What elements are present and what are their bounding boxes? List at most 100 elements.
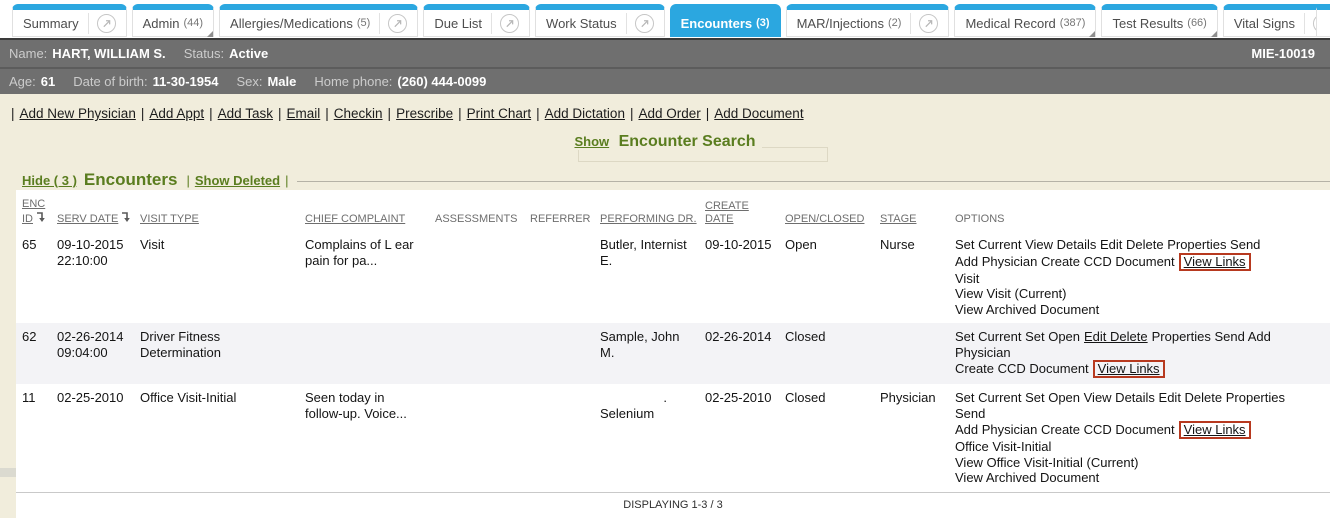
tab-vital-signs[interactable]: Vital Signs (1222, 4, 1330, 37)
tab-work-status[interactable]: Work Status (535, 4, 665, 37)
sex-label: Sex: (236, 74, 263, 89)
option-links[interactable]: Add Physician Create CCD Document (955, 422, 1175, 437)
phone-label: Home phone: (314, 74, 393, 89)
col-header-serv-date[interactable]: SERV DATE (57, 190, 140, 231)
col-header-enc-id[interactable]: ENC ID (22, 198, 46, 225)
encounters-section-header: Hide ( 3 ) Encounters | Show Deleted | (22, 170, 1330, 190)
dropdown-corner-icon (1089, 31, 1096, 37)
tab-test-results[interactable]: Test Results (66) (1101, 4, 1218, 37)
view-links-link[interactable]: View Links (1178, 421, 1251, 439)
tab-admin[interactable]: Admin (44) (131, 4, 215, 37)
encounter-search-fieldset: Show Encounter Search (0, 130, 1330, 164)
action-print-chart[interactable]: Print Chart (466, 106, 532, 121)
action-checkin[interactable]: Checkin (333, 106, 383, 121)
chief-complaint-cell: Seen today in follow-up. Voice... (305, 390, 407, 421)
encounter-row: 65 09-10-2015 22:10:00 Visit Complains o… (16, 231, 1330, 323)
tab-label: Allergies/Medications (230, 15, 353, 31)
action-email[interactable]: Email (286, 106, 321, 121)
encounter-row: 62 02-26-2014 09:04:00 Driver Fitness De… (16, 323, 1330, 384)
stage-cell: Physician (880, 390, 936, 405)
action-prescribe[interactable]: Prescribe (396, 106, 454, 121)
tab-label: Work Status (546, 15, 617, 31)
tab-encounters[interactable]: Encounters (3) (669, 4, 781, 37)
popout-icon[interactable] (388, 13, 408, 33)
open-closed-cell: Closed (785, 390, 826, 405)
action-add-dictation[interactable]: Add Dictation (544, 106, 625, 121)
referrer-cell (530, 384, 600, 492)
referrer-cell (530, 323, 600, 384)
sort-icon[interactable] (121, 211, 131, 223)
encounter-search-title: Encounter Search (618, 133, 756, 150)
col-header-chief-complaint[interactable]: CHIEF COMPLAINT (305, 213, 406, 225)
referrer-cell (530, 231, 600, 323)
visit-type-cell: Office Visit-Initial (140, 390, 237, 405)
name-label: Name: (9, 46, 48, 61)
visit-type-cell: Visit (140, 237, 165, 252)
sort-icon[interactable] (36, 211, 46, 223)
show-deleted-link[interactable]: Show Deleted (194, 172, 281, 188)
view-links-link[interactable]: View Links (1092, 360, 1165, 378)
patient-status: Active (229, 46, 269, 61)
patient-phone: (260) 444-0099 (397, 74, 487, 89)
option-links-underlined[interactable]: Edit Delete (1084, 329, 1148, 344)
popout-icon[interactable] (919, 13, 939, 33)
tab-partial[interactable] (1316, 4, 1330, 37)
encounters-table-container: ENC ID SERV DATE VISIT TYPE CHIEF COMPLA… (16, 190, 1330, 518)
option-link[interactable]: Visit (955, 270, 980, 286)
action-add-new-physician[interactable]: Add New Physician (19, 106, 136, 121)
tab-allergies-medications[interactable]: Allergies/Medications (5) (219, 4, 419, 37)
encounter-row: 11 02-25-2010 Office Visit-Initial Seen … (16, 384, 1330, 492)
serv-date-cell: 02-26-2014 09:04:00 (57, 329, 124, 360)
stage-cell (880, 323, 955, 384)
action-add-appt[interactable]: Add Appt (149, 106, 205, 121)
hide-encounters-link[interactable]: Hide ( 3 ) (22, 172, 77, 188)
serv-date-cell: 02-25-2010 (57, 390, 124, 405)
options-cell: Set Current View Details Edit Delete Pro… (955, 231, 1330, 323)
col-header-visit-type[interactable]: VISIT TYPE (140, 213, 199, 225)
tab-label: Due List (434, 15, 483, 31)
enc-id-cell: 11 (22, 390, 36, 405)
view-links-link[interactable]: View Links (1178, 252, 1251, 271)
tab-divider (1304, 12, 1306, 34)
show-search-link[interactable]: Show (574, 134, 610, 149)
chart-id: MIE-10019 (1251, 46, 1315, 61)
popout-icon[interactable] (634, 13, 654, 33)
patient-dob: 11-30-1954 (152, 74, 219, 89)
patient-demographics-bar: Age: 61 Date of birth: 11-30-1954 Sex: M… (0, 67, 1330, 94)
tab-medical-record[interactable]: Medical Record (387) (954, 4, 1097, 37)
col-header-referrer: REFERRER (530, 213, 591, 225)
option-links[interactable]: Create CCD Document (955, 361, 1089, 376)
option-links[interactable]: Set Current View Details Edit Delete Pro… (955, 237, 1261, 252)
option-link[interactable]: View Office Visit-Initial (Current) (955, 454, 1139, 470)
option-link[interactable]: View Archived Document (955, 470, 1100, 485)
col-header-assessments: ASSESSMENTS (435, 213, 518, 225)
popout-icon[interactable] (500, 13, 520, 33)
patient-age: 61 (40, 74, 56, 89)
col-header-stage[interactable]: STAGE (880, 213, 917, 225)
action-add-task[interactable]: Add Task (217, 106, 273, 121)
option-links[interactable]: Set Current Set Open (955, 329, 1081, 344)
col-header-open-closed[interactable]: OPEN/CLOSED (785, 213, 865, 225)
action-add-order[interactable]: Add Order (638, 106, 701, 121)
popout-icon[interactable] (96, 13, 116, 33)
performing-dr-cell: Butler, Internist E. (600, 237, 687, 268)
main-content: | Add New Physician | Add Appt | Add Tas… (0, 94, 1330, 518)
option-link[interactable]: View Archived Document (955, 301, 1100, 317)
col-header-create-date[interactable]: CREATE DATE (705, 200, 749, 225)
serv-date-cell: 09-10-2015 22:10:00 (57, 237, 124, 268)
tab-divider (379, 12, 381, 34)
tab-mar-injections[interactable]: MAR/Injections (2) (785, 4, 950, 37)
patient-sex: Male (267, 74, 297, 89)
status-label: Status: (183, 46, 225, 61)
stage-cell: Nurse (880, 237, 915, 252)
col-header-performing-dr[interactable]: PERFORMING DR. (600, 213, 697, 225)
option-links[interactable]: Set Current Set Open View Details Edit D… (955, 390, 1285, 421)
option-link[interactable]: Office Visit-Initial (955, 439, 1052, 454)
action-add-document[interactable]: Add Document (714, 106, 804, 121)
paging-status: DISPLAYING 1-3 / 3 (16, 491, 1330, 518)
option-link[interactable]: View Visit (Current) (955, 286, 1067, 301)
tab-due-list[interactable]: Due List (423, 4, 531, 37)
col-header-options: OPTIONS (955, 213, 1005, 225)
option-links[interactable]: Add Physician Create CCD Document (955, 253, 1175, 269)
tab-summary[interactable]: Summary (12, 4, 127, 37)
